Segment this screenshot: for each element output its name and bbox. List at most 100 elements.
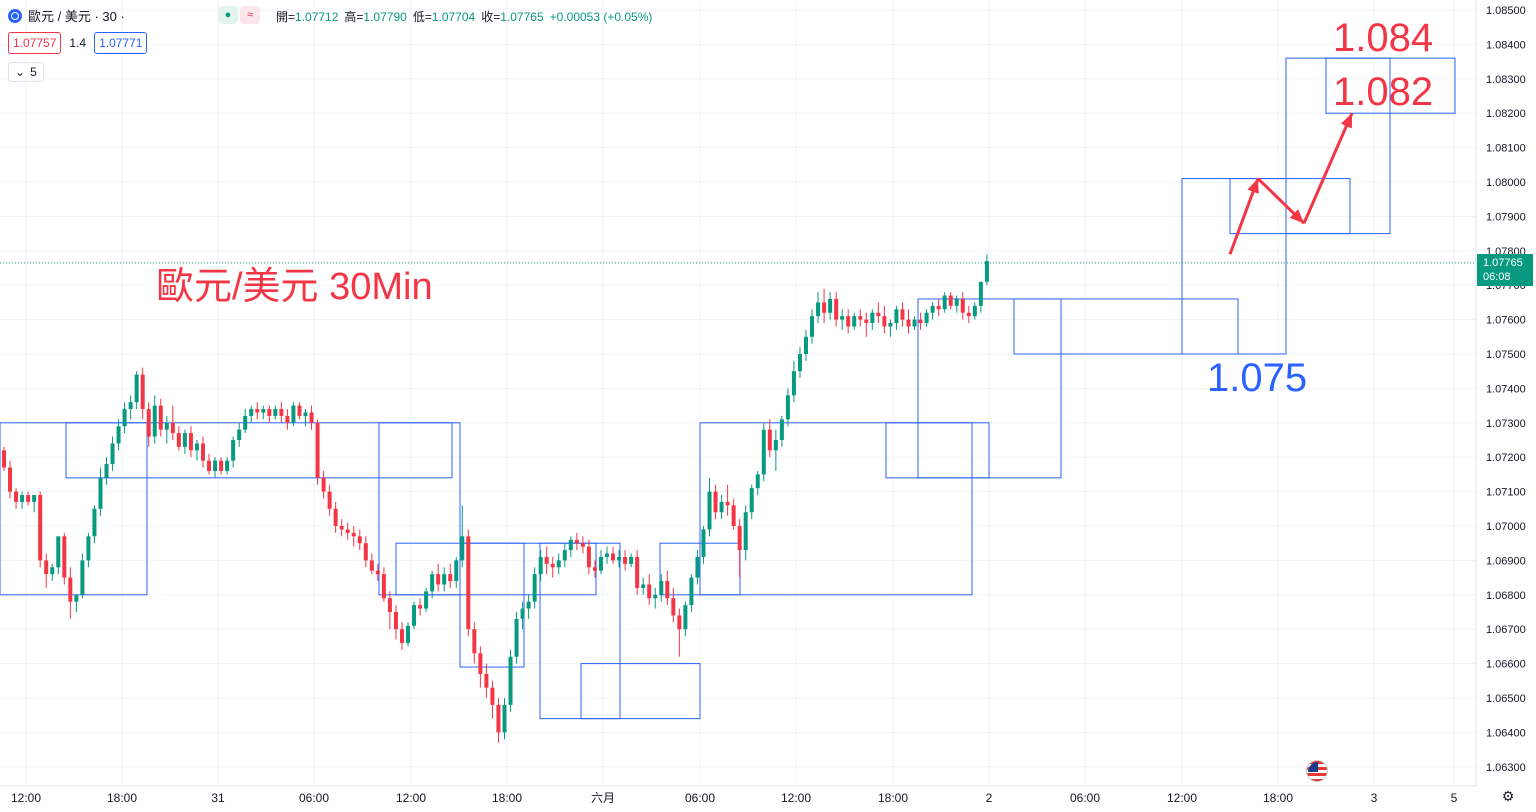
indicator-toggle-button[interactable]: ⌄ 5	[8, 62, 44, 82]
price-tick-label: 1.08100	[1486, 143, 1526, 155]
candle-up	[773, 440, 778, 451]
candle-down	[900, 309, 905, 320]
candle-down	[906, 319, 911, 327]
gear-icon[interactable]: ⚙	[1501, 788, 1515, 804]
candle-up	[617, 556, 622, 561]
us-flag-icon[interactable]	[1306, 760, 1328, 782]
candle-up	[912, 319, 917, 327]
candle-up	[689, 577, 694, 606]
open-label: 開=	[276, 10, 296, 24]
candle-down	[580, 543, 585, 547]
candle-up	[412, 605, 417, 626]
price-box	[1013, 298, 1239, 355]
time-tick-label: 18:00	[107, 791, 137, 805]
candle-up	[749, 488, 754, 513]
candle-down	[484, 673, 489, 688]
candle-up	[194, 443, 199, 451]
candle-down	[436, 574, 441, 585]
candle-down	[176, 433, 181, 447]
price-tick-label: 1.07100	[1486, 487, 1526, 499]
candle-up	[888, 323, 893, 327]
symbol-title[interactable]: 歐元 / 美元 · 30 ·	[8, 6, 125, 25]
candle-down	[677, 615, 682, 630]
buy-price-button[interactable]: 1.07771	[94, 32, 148, 54]
candle-up	[261, 409, 266, 413]
candle-down	[966, 312, 971, 317]
price-tick-label: 1.07900	[1486, 211, 1526, 223]
market-status[interactable]: ● ≈	[218, 6, 260, 24]
candle-up	[695, 556, 700, 578]
chart-annotation-title[interactable]: 歐元/美元 30Min	[156, 266, 433, 308]
chevron-down-icon: ⌄	[15, 65, 26, 79]
candle-up	[683, 605, 688, 630]
close-label: 收=	[481, 10, 501, 24]
candle-down	[158, 405, 163, 430]
sell-price-button[interactable]: 1.07757	[8, 32, 62, 54]
price-tick-label: 1.08200	[1486, 108, 1526, 120]
candle-down	[279, 409, 284, 416]
price-tick-label: 1.08000	[1486, 177, 1526, 189]
projection-arrows	[1228, 112, 1354, 255]
candle-down	[8, 467, 13, 492]
candle-down	[38, 495, 43, 561]
target-low-label[interactable]: 1.075	[1207, 356, 1308, 400]
candle-down	[207, 460, 212, 471]
candle-up	[719, 501, 724, 513]
candle-up	[810, 316, 815, 337]
candle-up	[32, 495, 37, 502]
candle-up	[984, 261, 989, 282]
candle-down	[737, 526, 742, 551]
candle-down	[490, 687, 495, 705]
candle-down	[351, 532, 356, 537]
candle-up	[562, 550, 567, 561]
candle-down	[297, 405, 302, 416]
candle-up	[526, 601, 531, 609]
candle-up	[20, 495, 25, 502]
candle-down	[725, 501, 730, 506]
candle-up	[520, 608, 525, 619]
candle-up	[816, 302, 821, 317]
candle-up	[243, 415, 248, 430]
candle-down	[882, 316, 887, 327]
price-box	[917, 298, 1062, 479]
candle-up	[978, 281, 983, 306]
candle-up	[954, 298, 959, 306]
candle-up	[743, 512, 748, 551]
candle-down	[321, 477, 326, 492]
price-tick-label: 1.08400	[1486, 39, 1526, 51]
candle-up	[538, 556, 543, 575]
candle-up	[894, 309, 899, 324]
time-tick-label: 3	[1371, 791, 1378, 805]
candle-down	[285, 415, 290, 423]
candle-down	[948, 295, 953, 306]
candle-down	[26, 495, 31, 502]
candle-up	[930, 305, 935, 313]
symbol-title-text: 歐元 / 美元 · 30 ·	[28, 9, 125, 24]
price-tick-label: 1.07000	[1486, 521, 1526, 533]
candle-down	[399, 629, 404, 643]
target-high-label-2[interactable]: 1.082	[1333, 70, 1434, 114]
projection-arrow-head	[1247, 178, 1259, 194]
target-high-label-1[interactable]: 1.084	[1333, 16, 1434, 60]
candle-up	[430, 574, 435, 592]
price-box	[65, 422, 453, 479]
candle-up	[303, 412, 308, 416]
candle-up	[116, 426, 121, 444]
delay-icon[interactable]: ≈	[240, 6, 260, 24]
candle-up	[707, 491, 712, 530]
candle-up	[80, 560, 85, 595]
market-open-icon[interactable]: ●	[218, 6, 238, 24]
price-box	[885, 422, 990, 479]
candles	[2, 254, 989, 743]
box-overlays	[0, 57, 1456, 720]
candle-up	[249, 409, 254, 416]
projection-arrow-head	[1340, 113, 1352, 129]
candle-up	[502, 704, 507, 733]
candle-down	[496, 704, 501, 733]
candle-down	[876, 312, 881, 317]
candle-up	[785, 395, 790, 420]
candle-down	[586, 546, 591, 568]
candle-down	[140, 374, 145, 410]
candle-down	[834, 298, 839, 320]
